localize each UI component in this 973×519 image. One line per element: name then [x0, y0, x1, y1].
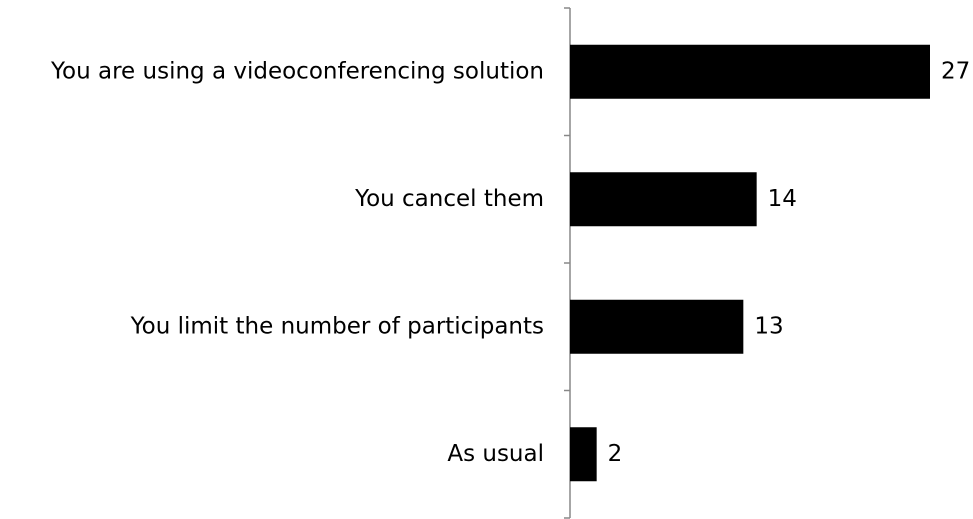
- category-label: You limit the number of participants: [130, 313, 544, 339]
- category-label: You are using a videoconferencing soluti…: [50, 58, 544, 84]
- category-label: As usual: [447, 441, 544, 467]
- data-label: 13: [754, 313, 783, 339]
- category-label: You cancel them: [354, 186, 544, 212]
- bar: [570, 299, 744, 354]
- data-label: 14: [768, 186, 797, 212]
- bar: [570, 427, 597, 482]
- data-label: 27: [941, 58, 970, 84]
- data-label: 2: [608, 441, 623, 467]
- bar: [570, 44, 930, 99]
- bar: [570, 172, 757, 227]
